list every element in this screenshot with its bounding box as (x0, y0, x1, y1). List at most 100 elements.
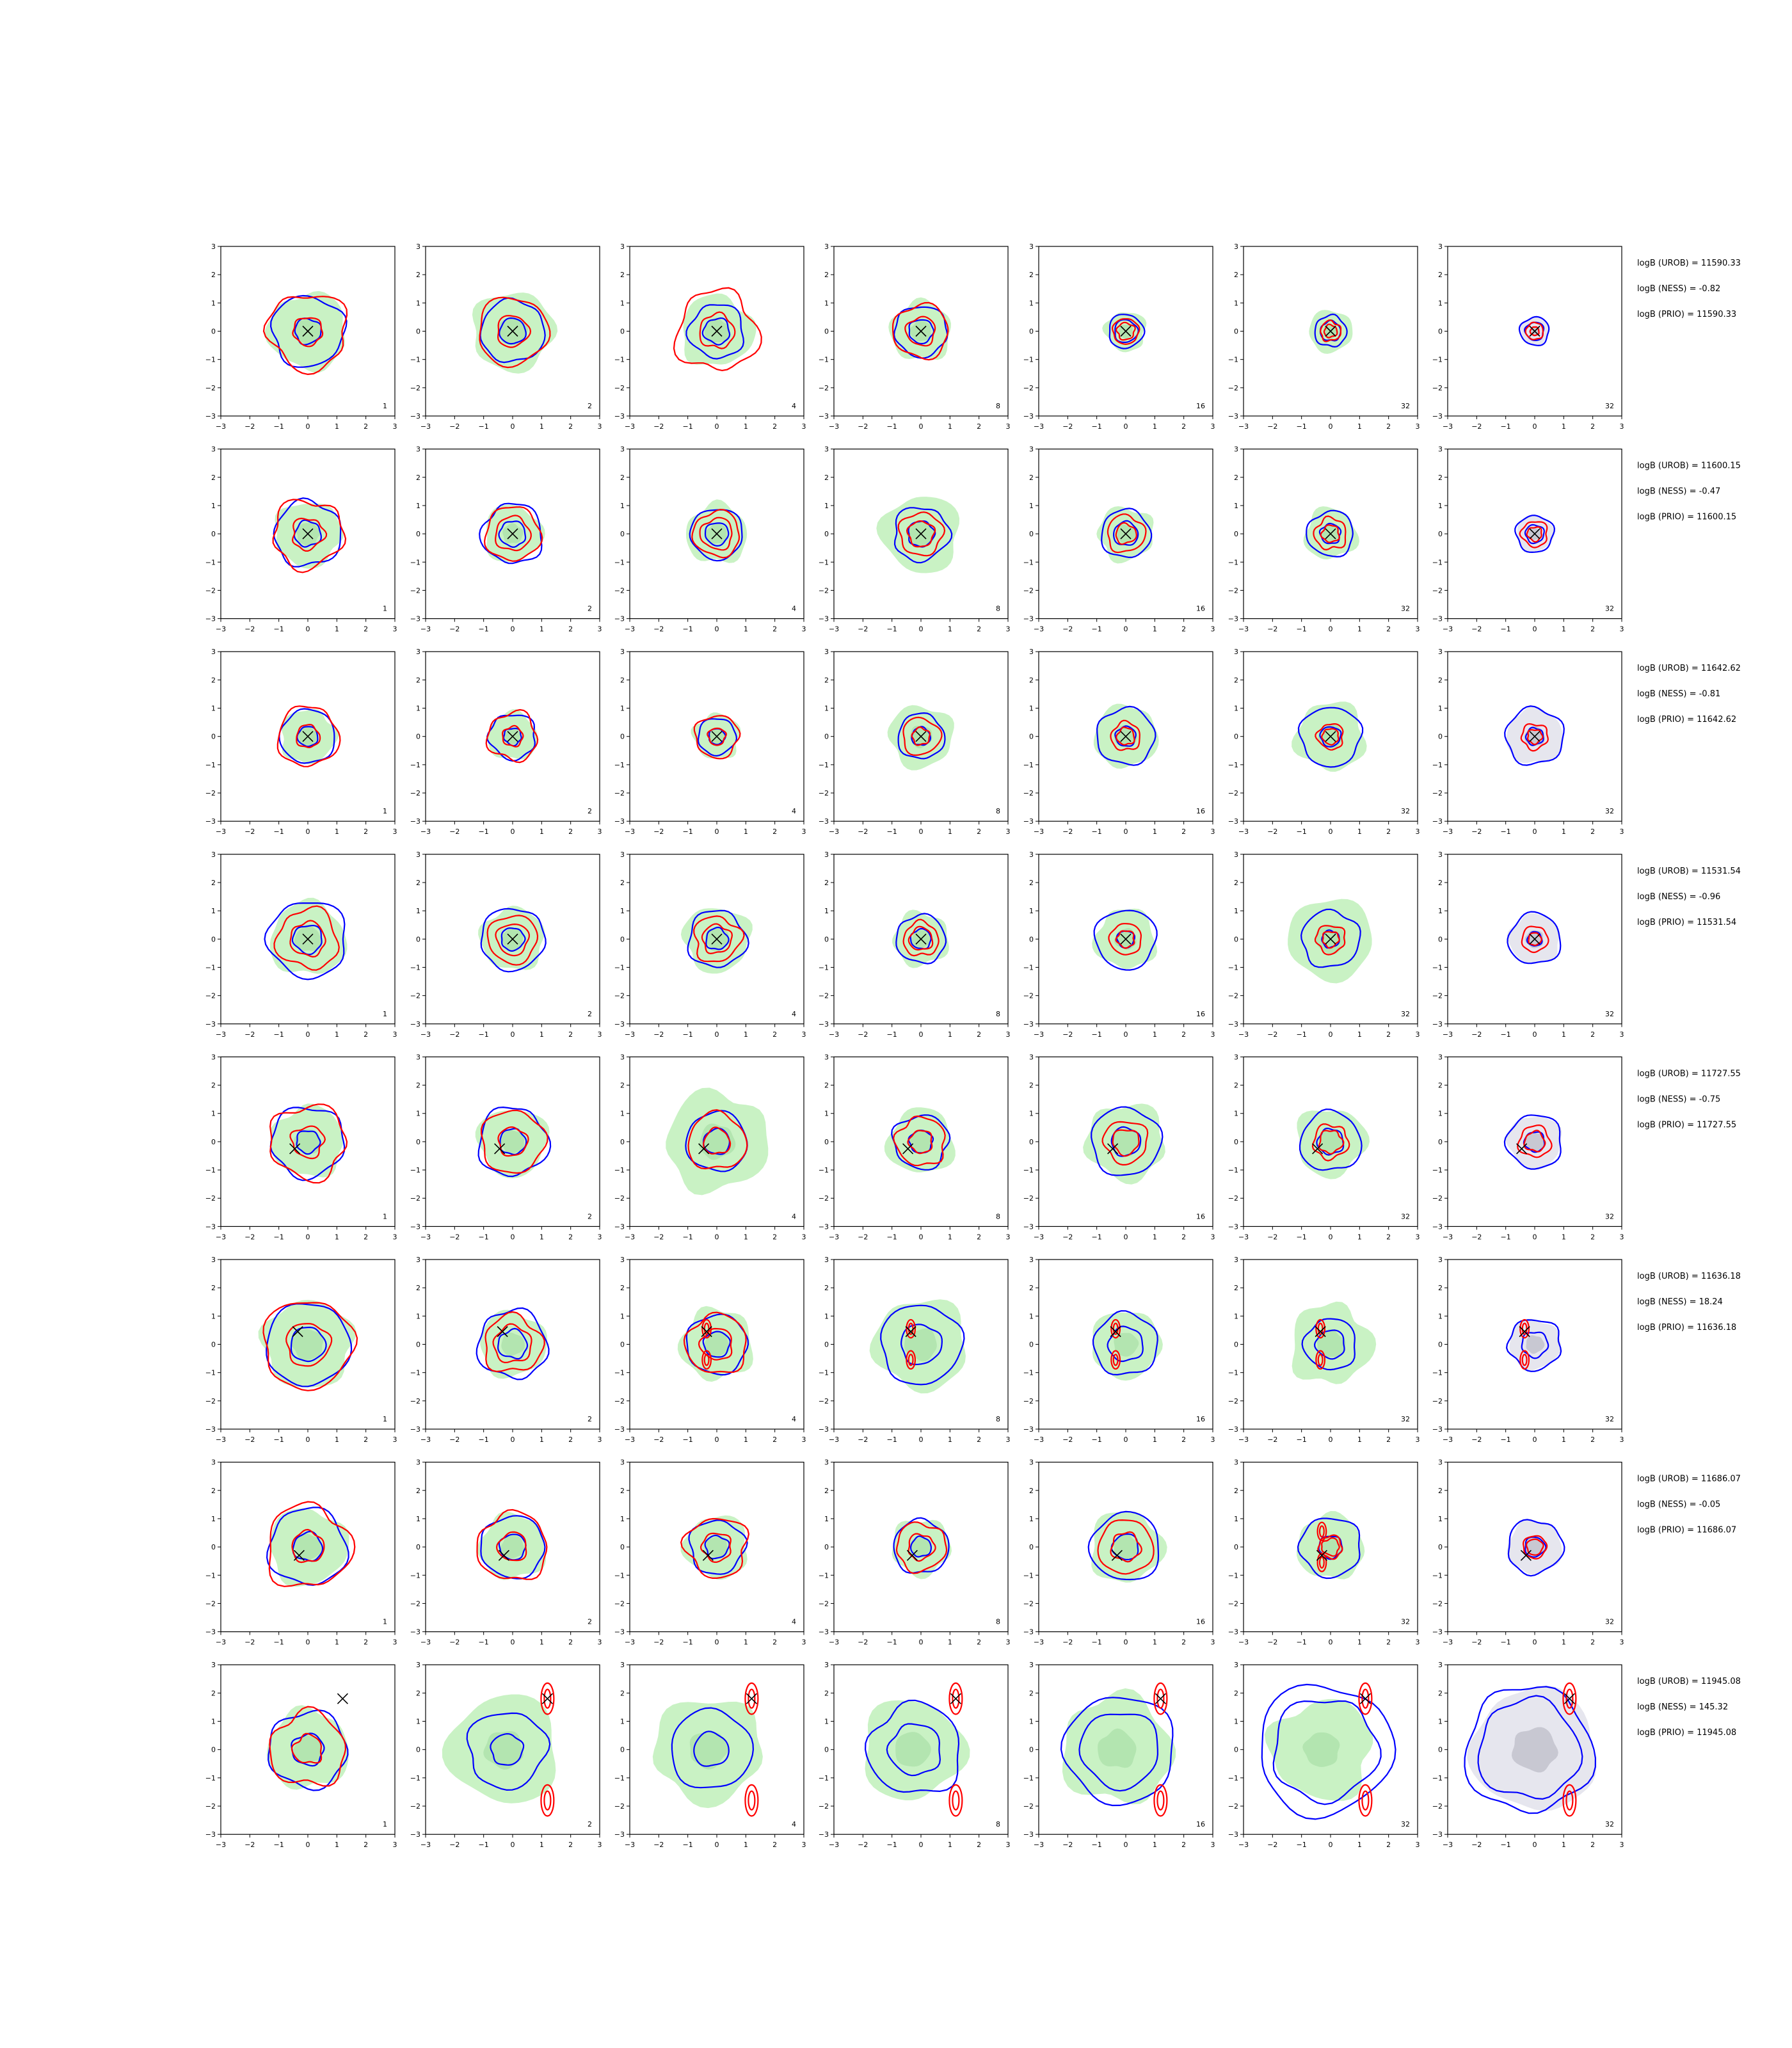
x-tick-label: −1 (1297, 828, 1307, 836)
red-contour (1524, 321, 1544, 340)
gray-density-core (1526, 1335, 1545, 1354)
true-value-marker (1529, 325, 1540, 337)
x-tick-label: 3 (1416, 1233, 1420, 1241)
x-tick-label: 1 (335, 625, 339, 634)
x-tick-label: −3 (1238, 828, 1249, 836)
plot-area (478, 906, 547, 973)
x-tick-label: −2 (1267, 1233, 1277, 1241)
true-value-marker (711, 528, 723, 540)
red-lobe-contour (1519, 1318, 1530, 1339)
y-tick-label: −1 (819, 761, 829, 769)
x-tick-label: 2 (977, 422, 981, 431)
y-tick-label: −2 (205, 1397, 216, 1405)
x-tick-label: 2 (568, 828, 573, 836)
green-density-core (895, 1732, 931, 1767)
x-tick-label: 3 (1006, 1233, 1011, 1241)
y-tick-label: 0 (1438, 328, 1443, 336)
red-contour (497, 1126, 529, 1157)
y-tick-label: 0 (416, 328, 420, 336)
red-lobe-contour (1358, 1784, 1373, 1817)
x-tick-label: −2 (653, 1030, 664, 1039)
panel-label: 32 (1605, 1820, 1614, 1828)
red-contour (1311, 1123, 1350, 1162)
red-contour (1523, 1130, 1546, 1153)
x-tick-label: 2 (1181, 1841, 1186, 1849)
true-value-marker (906, 1549, 918, 1561)
red-contour (1520, 723, 1549, 752)
y-tick-label: 2 (1029, 1284, 1034, 1292)
panel-label: 16 (1196, 1415, 1205, 1423)
y-tick-label: 0 (824, 1746, 829, 1754)
y-tick-label: −3 (1228, 412, 1238, 420)
true-value-marker (711, 325, 723, 337)
y-tick-label: 1 (211, 907, 216, 915)
x-tick-label: −1 (479, 1638, 489, 1647)
x-tick-label: −3 (1034, 828, 1044, 836)
y-tick-label: 3 (1438, 1256, 1443, 1264)
plot-area (680, 1515, 750, 1580)
x-tick-label: −2 (1471, 422, 1482, 431)
x-tick-label: −1 (1501, 422, 1511, 431)
panel-r4-c6: −3−3 −2 −2 −1 −1 0 0 1 1 2 2 3 3 32 (1432, 1053, 1624, 1241)
y-tick-label: −3 (1228, 1628, 1238, 1636)
logb-annotation-7-1: logB (NESS) = 145.32 (1637, 1702, 1728, 1712)
blue-contour (266, 1507, 349, 1586)
x-tick-label: −2 (449, 1436, 460, 1444)
y-tick-label: −2 (410, 789, 420, 797)
x-tick-label: 3 (1620, 422, 1624, 431)
x-tick-label: 1 (1153, 828, 1157, 836)
red-lobe-contour (1316, 1521, 1327, 1542)
panel-label: 8 (996, 1618, 1000, 1626)
x-tick-label: 1 (1562, 1638, 1566, 1647)
y-tick-label: 1 (416, 1110, 420, 1118)
red-lobe-contour-inner (748, 1790, 756, 1811)
x-tick-label: 0 (1124, 1638, 1128, 1647)
panel-r1-c3: −3−3 −2 −2 −1 −1 0 0 1 1 2 2 3 3 8 (819, 445, 1011, 634)
x-tick-label: −2 (858, 828, 868, 836)
true-value-marker (1325, 528, 1336, 540)
blue-contour (908, 319, 935, 345)
true-value-marker (498, 1549, 509, 1561)
x-tick-label: 3 (393, 828, 397, 836)
x-tick-label: 0 (306, 1030, 310, 1039)
y-tick-label: 1 (1234, 1515, 1238, 1523)
x-tick-label: −3 (1443, 1638, 1453, 1647)
y-tick-label: −1 (1228, 1369, 1238, 1377)
y-tick-label: 3 (824, 243, 829, 251)
y-tick-label: 0 (620, 1138, 625, 1146)
y-tick-label: −1 (410, 1774, 420, 1782)
y-tick-label: 1 (1029, 1515, 1034, 1523)
red-contour (289, 920, 326, 958)
y-tick-label: 0 (1234, 1543, 1238, 1551)
red-contour (895, 1521, 948, 1574)
y-tick-label: −3 (205, 1425, 216, 1434)
x-tick-label: 3 (1211, 422, 1215, 431)
y-tick-label: 2 (1438, 1689, 1443, 1697)
red-contour (484, 1311, 545, 1373)
y-tick-label: −1 (1432, 1774, 1443, 1782)
panel-label: 4 (792, 1618, 796, 1626)
x-tick-label: 1 (1562, 828, 1566, 836)
x-tick-label: −2 (449, 1233, 460, 1241)
x-tick-label: 2 (977, 1638, 981, 1647)
x-tick-label: 1 (1153, 1030, 1157, 1039)
y-tick-label: −2 (614, 992, 625, 1000)
y-tick-label: −1 (1023, 558, 1034, 566)
panel-r5-c3: −3−3 −2 −2 −1 −1 0 0 1 1 2 2 3 3 8 (819, 1256, 1011, 1444)
x-tick-label: 0 (306, 1638, 310, 1647)
x-tick-label: −1 (887, 1030, 897, 1039)
red-contour (1526, 526, 1542, 543)
panel-label: 32 (1605, 1618, 1614, 1626)
y-tick-label: −2 (819, 789, 829, 797)
x-tick-label: −3 (1443, 828, 1453, 836)
x-tick-label: 3 (393, 1030, 397, 1039)
red-lobe-contour-inner (1156, 1688, 1165, 1709)
y-tick-label: −3 (819, 1222, 829, 1231)
plot-area (666, 1087, 769, 1196)
blue-contour (893, 1517, 950, 1574)
y-tick-label: 0 (620, 1341, 625, 1349)
red-contour (892, 301, 949, 361)
x-tick-label: 2 (568, 1638, 573, 1647)
y-tick-label: −1 (205, 356, 216, 364)
x-tick-label: −3 (1238, 625, 1249, 634)
